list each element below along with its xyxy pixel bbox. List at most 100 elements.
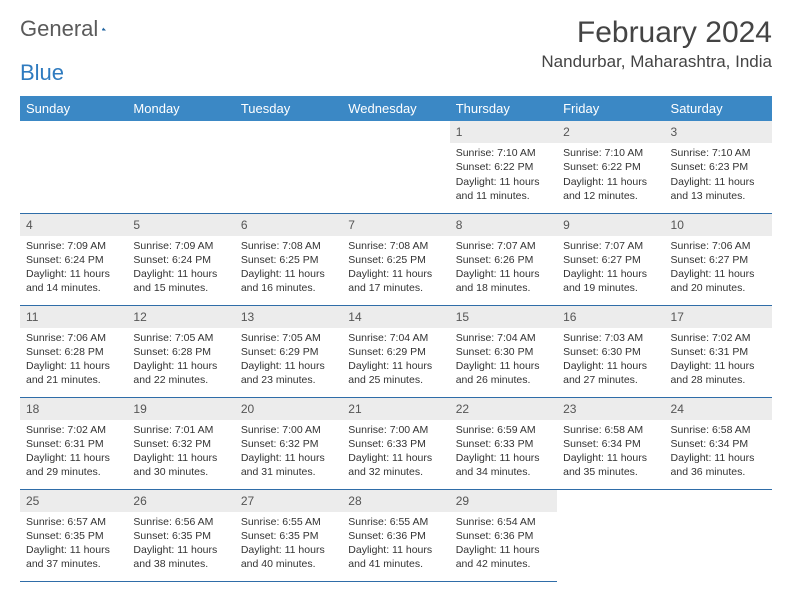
sunset-text: Sunset: 6:24 PM	[26, 253, 121, 267]
calendar-day-cell: 18Sunrise: 7:02 AMSunset: 6:31 PMDayligh…	[20, 397, 127, 489]
sunrise-text: Sunrise: 7:02 AM	[671, 331, 766, 345]
day-details: Sunrise: 7:10 AMSunset: 6:22 PMDaylight:…	[450, 143, 557, 207]
sunrise-text: Sunrise: 6:57 AM	[26, 515, 121, 529]
day-number: 26	[127, 490, 234, 512]
day-details: Sunrise: 7:03 AMSunset: 6:30 PMDaylight:…	[557, 328, 664, 392]
calendar-day-cell	[127, 121, 234, 213]
calendar-day-cell: 29Sunrise: 6:54 AMSunset: 6:36 PMDayligh…	[450, 489, 557, 581]
sunrise-text: Sunrise: 6:54 AM	[456, 515, 551, 529]
daylight-text: Daylight: 11 hours and 28 minutes.	[671, 359, 766, 387]
calendar-day-cell: 2Sunrise: 7:10 AMSunset: 6:22 PMDaylight…	[557, 121, 664, 213]
weekday-header: Saturday	[665, 96, 772, 121]
daylight-text: Daylight: 11 hours and 11 minutes.	[456, 175, 551, 203]
sunrise-text: Sunrise: 7:09 AM	[26, 239, 121, 253]
sunrise-text: Sunrise: 7:10 AM	[456, 146, 551, 160]
calendar-day-cell: 6Sunrise: 7:08 AMSunset: 6:25 PMDaylight…	[235, 213, 342, 305]
sunset-text: Sunset: 6:25 PM	[348, 253, 443, 267]
daylight-text: Daylight: 11 hours and 25 minutes.	[348, 359, 443, 387]
day-number: 25	[20, 490, 127, 512]
sunrise-text: Sunrise: 7:09 AM	[133, 239, 228, 253]
sunrise-text: Sunrise: 7:02 AM	[26, 423, 121, 437]
day-number: 6	[235, 214, 342, 236]
sunrise-text: Sunrise: 7:05 AM	[241, 331, 336, 345]
daylight-text: Daylight: 11 hours and 21 minutes.	[26, 359, 121, 387]
day-details: Sunrise: 6:54 AMSunset: 6:36 PMDaylight:…	[450, 512, 557, 576]
calendar-week-row: 18Sunrise: 7:02 AMSunset: 6:31 PMDayligh…	[20, 397, 772, 489]
daylight-text: Daylight: 11 hours and 17 minutes.	[348, 267, 443, 295]
day-details: Sunrise: 7:10 AMSunset: 6:22 PMDaylight:…	[557, 143, 664, 207]
day-details: Sunrise: 7:07 AMSunset: 6:26 PMDaylight:…	[450, 236, 557, 300]
sunrise-text: Sunrise: 6:55 AM	[348, 515, 443, 529]
daylight-text: Daylight: 11 hours and 20 minutes.	[671, 267, 766, 295]
sunset-text: Sunset: 6:32 PM	[133, 437, 228, 451]
day-details: Sunrise: 6:55 AMSunset: 6:35 PMDaylight:…	[235, 512, 342, 576]
sunrise-text: Sunrise: 7:07 AM	[563, 239, 658, 253]
day-details: Sunrise: 6:59 AMSunset: 6:33 PMDaylight:…	[450, 420, 557, 484]
daylight-text: Daylight: 11 hours and 15 minutes.	[133, 267, 228, 295]
sunset-text: Sunset: 6:24 PM	[133, 253, 228, 267]
sunset-text: Sunset: 6:30 PM	[563, 345, 658, 359]
day-number: 10	[665, 214, 772, 236]
day-details: Sunrise: 7:01 AMSunset: 6:32 PMDaylight:…	[127, 420, 234, 484]
day-number: 17	[665, 306, 772, 328]
sunset-text: Sunset: 6:34 PM	[563, 437, 658, 451]
sunrise-text: Sunrise: 7:05 AM	[133, 331, 228, 345]
calendar-day-cell: 20Sunrise: 7:00 AMSunset: 6:32 PMDayligh…	[235, 397, 342, 489]
sunrise-text: Sunrise: 7:08 AM	[348, 239, 443, 253]
weekday-header: Tuesday	[235, 96, 342, 121]
day-number: 9	[557, 214, 664, 236]
sunset-text: Sunset: 6:22 PM	[563, 160, 658, 174]
sunset-text: Sunset: 6:35 PM	[241, 529, 336, 543]
calendar-day-cell: 22Sunrise: 6:59 AMSunset: 6:33 PMDayligh…	[450, 397, 557, 489]
day-details: Sunrise: 6:57 AMSunset: 6:35 PMDaylight:…	[20, 512, 127, 576]
day-number: 12	[127, 306, 234, 328]
sunset-text: Sunset: 6:27 PM	[671, 253, 766, 267]
sunset-text: Sunset: 6:22 PM	[456, 160, 551, 174]
sunset-text: Sunset: 6:26 PM	[456, 253, 551, 267]
sunset-text: Sunset: 6:28 PM	[133, 345, 228, 359]
calendar-week-row: 11Sunrise: 7:06 AMSunset: 6:28 PMDayligh…	[20, 305, 772, 397]
daylight-text: Daylight: 11 hours and 22 minutes.	[133, 359, 228, 387]
logo-text-2: Blue	[20, 60, 64, 86]
day-details: Sunrise: 7:04 AMSunset: 6:29 PMDaylight:…	[342, 328, 449, 392]
day-details: Sunrise: 6:58 AMSunset: 6:34 PMDaylight:…	[557, 420, 664, 484]
calendar-day-cell: 11Sunrise: 7:06 AMSunset: 6:28 PMDayligh…	[20, 305, 127, 397]
calendar-day-cell: 19Sunrise: 7:01 AMSunset: 6:32 PMDayligh…	[127, 397, 234, 489]
weekday-header: Thursday	[450, 96, 557, 121]
sunrise-text: Sunrise: 7:00 AM	[348, 423, 443, 437]
sunset-text: Sunset: 6:29 PM	[241, 345, 336, 359]
day-details: Sunrise: 7:08 AMSunset: 6:25 PMDaylight:…	[235, 236, 342, 300]
calendar-day-cell: 4Sunrise: 7:09 AMSunset: 6:24 PMDaylight…	[20, 213, 127, 305]
calendar-day-cell: 21Sunrise: 7:00 AMSunset: 6:33 PMDayligh…	[342, 397, 449, 489]
daylight-text: Daylight: 11 hours and 16 minutes.	[241, 267, 336, 295]
sunrise-text: Sunrise: 6:55 AM	[241, 515, 336, 529]
calendar-day-cell: 5Sunrise: 7:09 AMSunset: 6:24 PMDaylight…	[127, 213, 234, 305]
calendar-body: 1Sunrise: 7:10 AMSunset: 6:22 PMDaylight…	[20, 121, 772, 581]
day-number: 13	[235, 306, 342, 328]
sunrise-text: Sunrise: 7:06 AM	[26, 331, 121, 345]
sunrise-text: Sunrise: 7:10 AM	[563, 146, 658, 160]
sunrise-text: Sunrise: 7:04 AM	[456, 331, 551, 345]
sunset-text: Sunset: 6:32 PM	[241, 437, 336, 451]
daylight-text: Daylight: 11 hours and 12 minutes.	[563, 175, 658, 203]
sunrise-text: Sunrise: 7:01 AM	[133, 423, 228, 437]
day-number: 2	[557, 121, 664, 143]
day-number: 16	[557, 306, 664, 328]
sunset-text: Sunset: 6:23 PM	[671, 160, 766, 174]
sunrise-text: Sunrise: 6:59 AM	[456, 423, 551, 437]
day-details: Sunrise: 6:58 AMSunset: 6:34 PMDaylight:…	[665, 420, 772, 484]
calendar-day-cell	[20, 121, 127, 213]
calendar-day-cell: 8Sunrise: 7:07 AMSunset: 6:26 PMDaylight…	[450, 213, 557, 305]
daylight-text: Daylight: 11 hours and 32 minutes.	[348, 451, 443, 479]
sunset-text: Sunset: 6:29 PM	[348, 345, 443, 359]
daylight-text: Daylight: 11 hours and 40 minutes.	[241, 543, 336, 571]
logo: General	[20, 16, 128, 42]
day-details: Sunrise: 7:00 AMSunset: 6:33 PMDaylight:…	[342, 420, 449, 484]
day-number: 8	[450, 214, 557, 236]
day-details: Sunrise: 7:08 AMSunset: 6:25 PMDaylight:…	[342, 236, 449, 300]
calendar-day-cell: 23Sunrise: 6:58 AMSunset: 6:34 PMDayligh…	[557, 397, 664, 489]
day-details: Sunrise: 7:00 AMSunset: 6:32 PMDaylight:…	[235, 420, 342, 484]
day-number: 4	[20, 214, 127, 236]
sunrise-text: Sunrise: 7:00 AM	[241, 423, 336, 437]
sunset-text: Sunset: 6:33 PM	[456, 437, 551, 451]
